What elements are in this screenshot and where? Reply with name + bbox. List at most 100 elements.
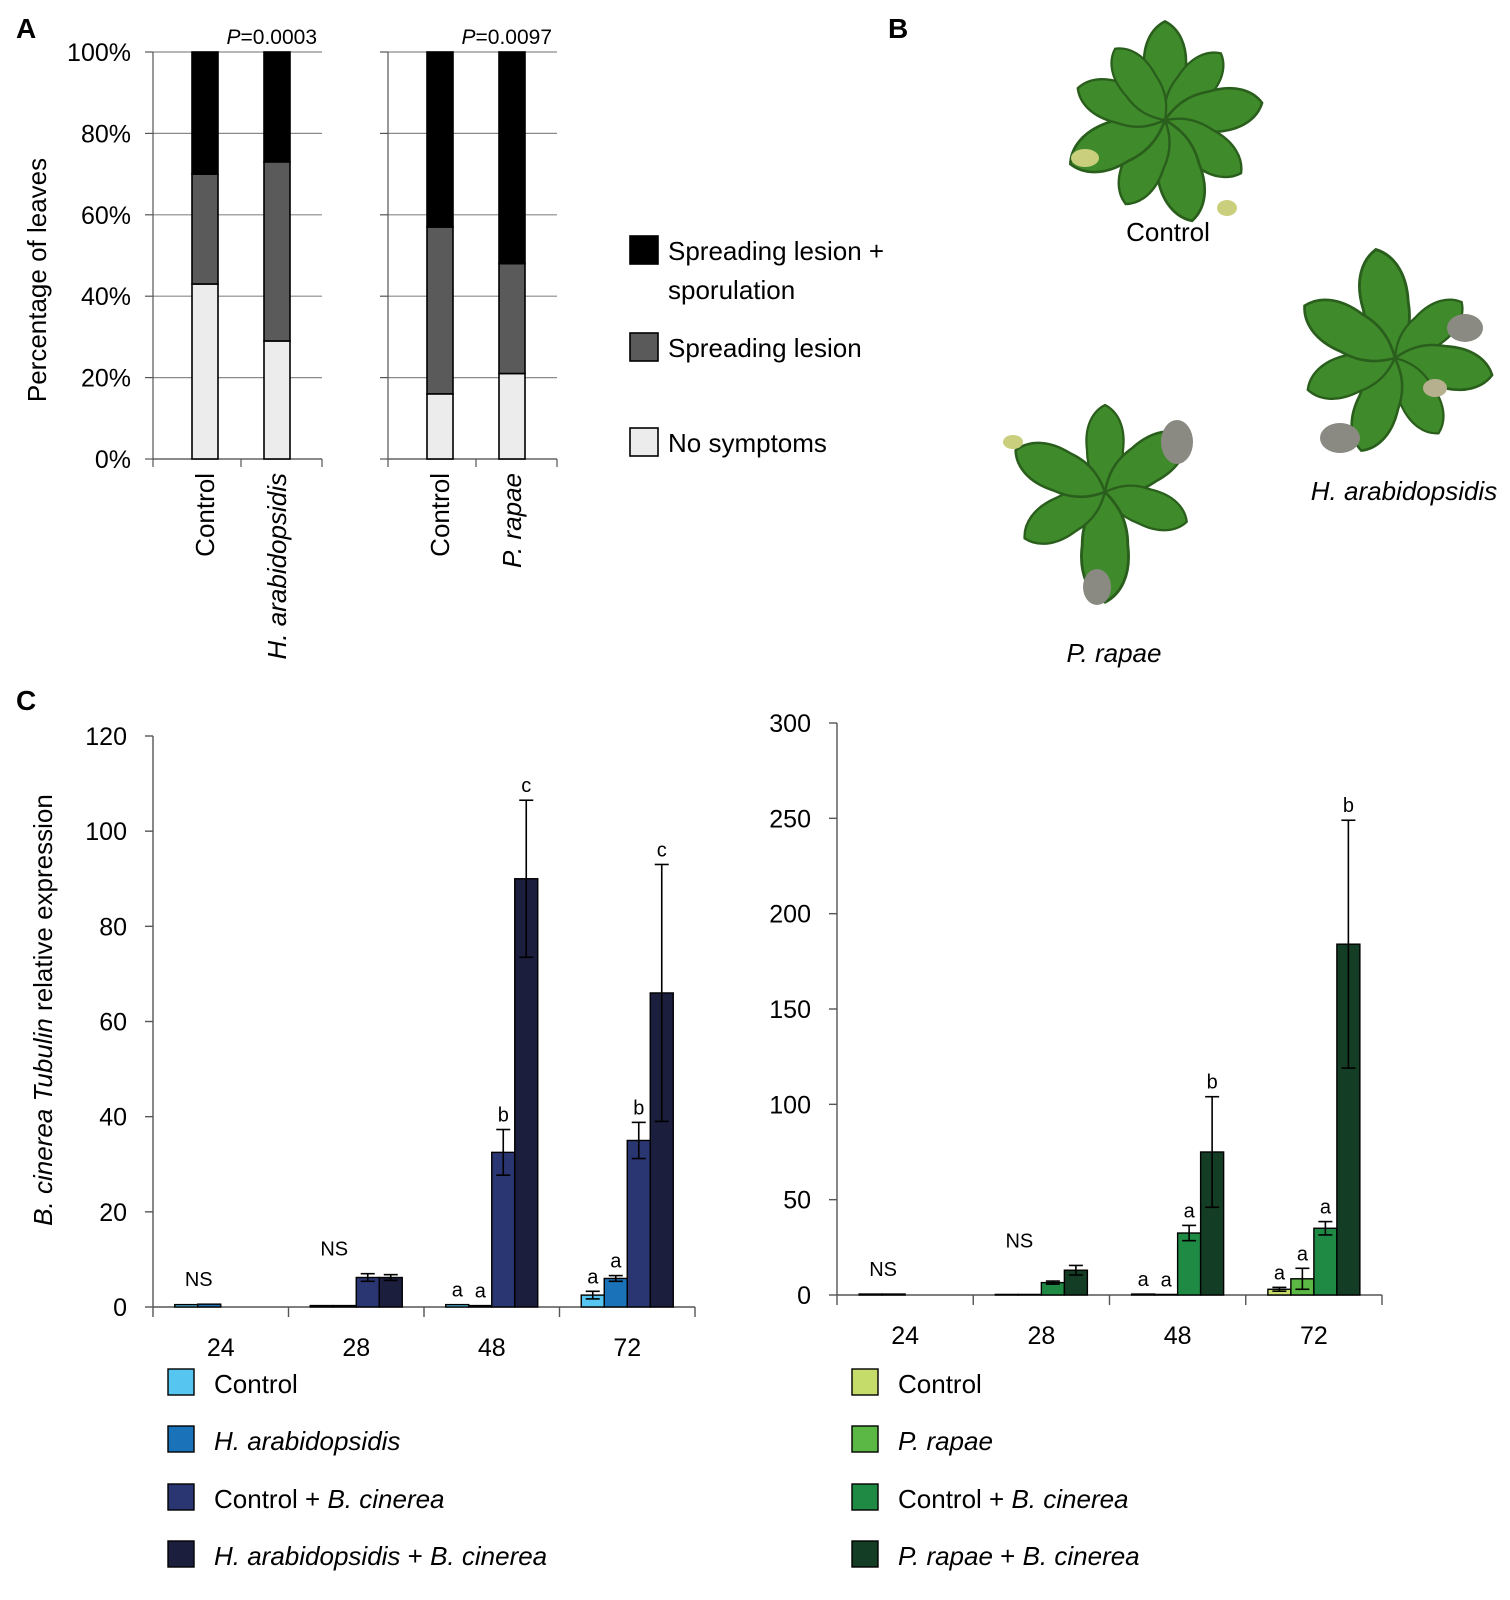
x-tick-label: 72 [613, 1334, 641, 1362]
x-category-label: Control [190, 473, 220, 557]
legend-panel-a: Spreading lesion + sporulation Spreading l… [629, 235, 884, 458]
bar-spreading-lesion-sporulation-p-rapae [498, 51, 526, 265]
significance-letter: a [1274, 1262, 1286, 1284]
y-tick-label: 0 [797, 1282, 811, 1310]
plant-label-p-rapae: P. rapae [1067, 638, 1162, 668]
legend-label: Spreading lesion + [668, 236, 884, 266]
legend-label: P. rapae [898, 1426, 993, 1456]
significance-label: NS [869, 1259, 897, 1281]
significance-letter: a [1297, 1243, 1309, 1265]
bar-h-arabidopsidis-b-cinerea-28 [378, 1276, 403, 1308]
y-tick-label: 200 [769, 901, 811, 929]
panel-label-a: A [16, 13, 36, 44]
legend-swatch [167, 1540, 195, 1568]
y-tick-label: 250 [769, 805, 811, 833]
bar-control-b-cinerea-72 [626, 1139, 651, 1308]
bar-p-rapae-28 [1017, 1293, 1043, 1296]
legend-swatch [851, 1425, 879, 1453]
x-tick-label: 24 [207, 1334, 235, 1362]
legend-label: Control + B. cinerea [214, 1484, 445, 1514]
x-category-label: H. arabidopsidis [262, 473, 292, 659]
bar-no-symptoms-h-arabidopsidis [263, 340, 291, 460]
bar-control-48 [1130, 1293, 1156, 1296]
bar-h-arabidopsidis-28 [332, 1304, 357, 1308]
bar-spreading-lesion-control [191, 173, 219, 285]
x-tick-label: 24 [891, 1322, 919, 1350]
x-tick-label: 72 [1300, 1322, 1328, 1350]
y-tick-label: 0 [113, 1294, 127, 1322]
legend-label: Control + B. cinerea [898, 1484, 1129, 1514]
legend-label: H. arabidopsidis + B. cinerea [214, 1541, 547, 1571]
x-category-label: Control [425, 473, 455, 557]
significance-letter: b [498, 1105, 509, 1127]
x-tick-label: 48 [1164, 1322, 1192, 1350]
significance-label: NS [1005, 1230, 1033, 1252]
bar-h-arabidopsidis-24 [197, 1303, 222, 1308]
bar-p-rapae-24 [881, 1293, 906, 1296]
legend-swatch [629, 427, 659, 457]
significance-letter: b [633, 1097, 644, 1119]
bar-control-24 [174, 1303, 199, 1308]
plant-label-control: Control [1126, 217, 1210, 247]
stacked-bar-chart-a-right: Control P. rapae P=0.0097 [380, 26, 558, 568]
legend-swatch [851, 1483, 879, 1511]
legend-c-right: Control P. rapae Control + B. cinerea P. ra… [851, 1368, 1140, 1571]
bar-spreading-lesion-p-rapae [498, 262, 526, 375]
panel-label-c: C [16, 685, 36, 716]
p-value-annotation: P=0.0003 [226, 26, 317, 49]
x-category-label: P. rapae [497, 473, 527, 568]
bar-spreading-lesion-sporulation-control [426, 51, 454, 228]
bar-control-48 [445, 1303, 470, 1308]
y-tick-label: 60 [99, 1009, 127, 1037]
y-tick-label: 20% [81, 365, 131, 393]
legend-swatch [629, 332, 659, 362]
bar-control-b-cinerea-48 [1176, 1232, 1202, 1296]
bar-h-arabidopsidis-72 [603, 1277, 628, 1308]
y-tick-label: 150 [769, 996, 811, 1024]
bar-no-symptoms-control [426, 393, 454, 460]
significance-letter: b [1343, 795, 1354, 817]
rosette-p-rapae-icon [1003, 403, 1200, 605]
y-axis-title: B. cinerea Tubulin relative expression [28, 794, 58, 1226]
y-tick-label: 300 [769, 710, 811, 738]
bar-spreading-lesion-h-arabidopsidis [263, 161, 291, 342]
significance-label: NS [320, 1239, 348, 1261]
y-tick-label: 0% [95, 446, 131, 474]
bar-spreading-lesion-sporulation-h-arabidopsidis [263, 51, 291, 163]
legend-swatch [167, 1368, 195, 1396]
y-tick-label: 40% [81, 283, 131, 311]
legend-label: sporulation [668, 275, 795, 305]
significance-letter: b [1207, 1072, 1218, 1094]
rosette-h-arabidopsidis-icon [1292, 243, 1498, 460]
x-tick-label: 48 [478, 1334, 506, 1362]
significance-letter: a [1138, 1269, 1150, 1291]
significance-letter: a [587, 1266, 599, 1288]
p-value-annotation: P=0.0097 [461, 26, 552, 49]
y-tick-label: 20 [99, 1199, 127, 1227]
significance-letter: a [1320, 1197, 1332, 1219]
bar-spreading-lesion-control [426, 226, 454, 395]
legend-label: Control [898, 1369, 982, 1399]
bar-h-arabidopsidis-48 [468, 1304, 493, 1308]
legend-label: Control [214, 1369, 298, 1399]
significance-letter: a [1161, 1269, 1173, 1291]
y-tick-label: 100 [769, 1091, 811, 1119]
y-tick-label: 40 [99, 1104, 127, 1132]
bar-control-b-cinerea-72 [1313, 1227, 1338, 1296]
y-tick-label: 120 [85, 723, 127, 751]
legend-swatch [851, 1368, 879, 1396]
bar-control-28 [309, 1304, 334, 1308]
x-tick-label: 28 [1027, 1322, 1055, 1350]
bar-no-symptoms-p-rapae [498, 372, 526, 460]
legend-label: H. arabidopsidis [214, 1426, 400, 1456]
bar-no-symptoms-control [191, 283, 219, 460]
bar-control-24 [858, 1293, 883, 1296]
legend-label: P. rapae + B. cinerea [898, 1541, 1140, 1571]
x-tick-label: 28 [342, 1334, 370, 1362]
legend-swatch [167, 1483, 195, 1511]
significance-letter: c [521, 775, 531, 797]
legend-swatch [629, 235, 659, 265]
